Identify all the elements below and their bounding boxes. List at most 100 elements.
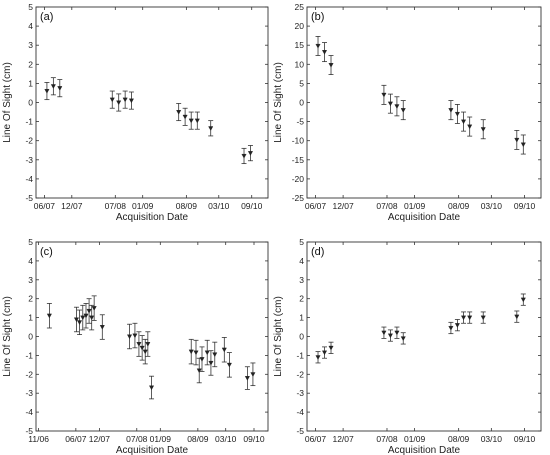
panel-3: -5 -4 -3 -2 -1 0 1 2 3 4 5 11/06 06/07 12/07 07/08 01/0…: [2, 237, 269, 455]
y-tick-label: -2: [25, 136, 33, 146]
marker-triangle: [454, 111, 460, 117]
marker-triangle: [109, 97, 115, 103]
marker-triangle: [461, 315, 467, 321]
data-point: [77, 309, 83, 336]
x-tick-label: 01/09: [150, 434, 172, 444]
data-point: [122, 90, 128, 109]
data-point: [244, 366, 250, 390]
marker-triangle: [387, 101, 393, 107]
data-point: [520, 134, 526, 155]
x-tick-label: 09/10: [514, 201, 536, 211]
y-tick-label: -20: [292, 174, 305, 184]
marker-triangle: [57, 86, 63, 91]
y-tick-label: 1: [299, 313, 304, 323]
y-tick-label: -3: [25, 155, 33, 165]
plot-frame: [306, 241, 542, 432]
y-tick-label: -15: [292, 155, 305, 165]
data-point: [467, 116, 473, 137]
marker-triangle: [250, 372, 256, 377]
marker-triangle: [400, 336, 406, 342]
data-point: [328, 55, 334, 76]
data-point: [387, 93, 393, 114]
y-tick-label: 2: [299, 294, 304, 304]
data-point: [241, 147, 247, 165]
data-point: [204, 339, 210, 366]
x-axis-label: Acquisition Date: [116, 445, 189, 455]
panel-2: -25 -20 -15 -10 -5 0 5 10 15 20 25 06/07 12/07 07/08 0…: [273, 2, 542, 223]
y-tick-label: 0: [28, 332, 33, 342]
y-tick-label: -2: [25, 369, 33, 379]
y-tick-label: -5: [25, 426, 33, 436]
marker-triangle: [196, 368, 202, 374]
x-tick-label: 01/09: [404, 201, 426, 211]
marker-triangle: [188, 349, 194, 355]
y-tick-label: 4: [28, 21, 33, 31]
data-point: [57, 79, 63, 98]
marker-triangle: [514, 137, 520, 143]
x-tick-label: 09/10: [514, 434, 536, 444]
y-tick-label: -1: [296, 350, 304, 360]
data-point: [73, 306, 79, 333]
marker-triangle: [136, 342, 142, 347]
plot-frame: [35, 6, 269, 199]
y-tick-label: -5: [25, 193, 33, 203]
y-tick-label: 10: [295, 59, 305, 69]
x-tick-label: 06/07: [65, 434, 87, 444]
data-point: [520, 293, 526, 306]
x-tick-label: 08/09: [176, 201, 198, 211]
marker-triangle: [467, 124, 473, 130]
y-tick-label: -4: [25, 174, 33, 184]
x-tick-label: 06/07: [305, 201, 327, 211]
x-tick-label: 07/08: [105, 201, 127, 211]
marker-triangle: [132, 333, 138, 339]
y-tick-label: 1: [28, 78, 33, 88]
marker-triangle: [226, 362, 232, 368]
marker-triangle: [44, 89, 50, 94]
x-tick-label: 12/07: [332, 201, 354, 211]
data-point: [321, 42, 328, 63]
marker-triangle: [99, 325, 105, 330]
data-point: [226, 352, 232, 378]
marker-triangle: [448, 325, 454, 331]
marker-triangle: [480, 127, 486, 132]
marker-triangle: [126, 334, 133, 340]
data-point: [83, 303, 89, 329]
marker-triangle: [176, 110, 182, 115]
data-point: [182, 107, 188, 126]
x-axis-label: Acquisition Date: [116, 212, 189, 223]
data-point: [148, 375, 155, 400]
y-tick-label: -1: [25, 117, 33, 127]
x-tick-label: 07/08: [376, 201, 398, 211]
marker-triangle: [381, 330, 387, 336]
data-point: [467, 311, 473, 324]
y-tick-label: -5: [296, 117, 304, 127]
x-axis-label: Acquisition Date: [388, 445, 461, 455]
x-tick-label: 06/07: [34, 201, 56, 211]
data-point: [454, 104, 460, 124]
data-point: [461, 111, 467, 132]
data-point: [381, 84, 387, 105]
data-point: [250, 362, 256, 387]
marker-triangle: [480, 315, 486, 321]
data-point: [400, 332, 406, 345]
data-point: [400, 100, 406, 121]
marker-triangle: [73, 317, 79, 323]
x-tick-label: 01/09: [404, 434, 426, 444]
y-axis-label: Line Of Sight (cm): [2, 296, 13, 377]
y-tick-label: 3: [28, 40, 33, 50]
marker-triangle: [188, 118, 194, 124]
data-point: [139, 335, 145, 361]
marker-triangle: [520, 142, 526, 148]
y-tick-label: 3: [28, 275, 33, 285]
x-tick-label: 06/07: [305, 434, 327, 444]
data-point: [480, 119, 486, 140]
marker-triangle: [315, 43, 321, 49]
data-point: [194, 111, 200, 130]
data-point: [448, 321, 454, 335]
y-tick-label: -10: [292, 136, 305, 146]
x-tick-label: 11/06: [28, 434, 49, 444]
data-point: [193, 339, 199, 366]
y-tick-label: -25: [292, 193, 305, 203]
marker-triangle: [116, 100, 122, 106]
